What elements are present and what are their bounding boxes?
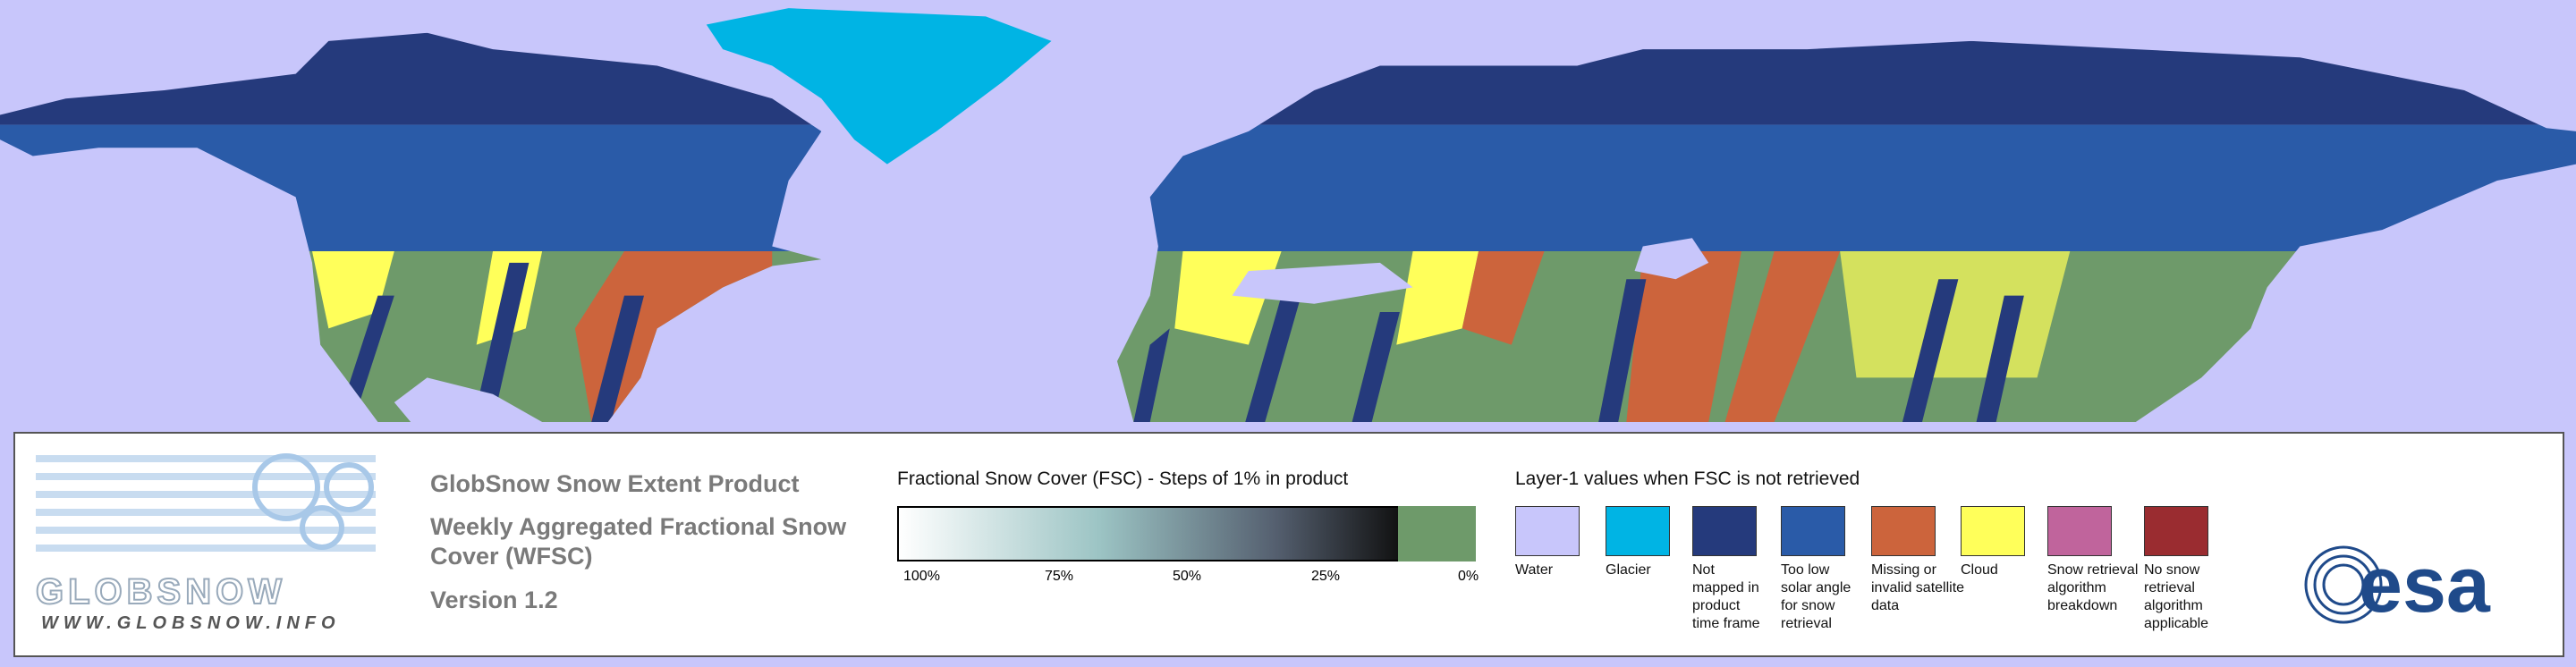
colorbar-tick-label: 50%: [1173, 569, 1202, 584]
legend-label: data: [1871, 598, 1900, 613]
legend-label: Water: [1515, 562, 1554, 578]
legend-label: algorithm: [2047, 580, 2106, 595]
legend-label: time frame: [1692, 616, 1760, 631]
legend-label: breakdown: [2047, 598, 2118, 613]
subtitle-line: Cover (WFSC): [430, 543, 593, 570]
logo-name: GLOBSNOW: [35, 571, 286, 612]
legend-swatch: [1871, 506, 1936, 556]
colorbar-zero: [1398, 506, 1476, 561]
legend-label: Glacier: [1606, 562, 1651, 578]
title: GlobSnow Snow Extent Product: [430, 470, 800, 497]
legend-label: algorithm: [2144, 598, 2203, 613]
legend-label: invalid satellite: [1871, 580, 1965, 595]
colorbar-tick-label: 0%: [1458, 569, 1479, 584]
version: Version 1.2: [430, 587, 558, 613]
legend-swatch: [1781, 506, 1845, 556]
logo-stripes: [36, 453, 376, 552]
map: [0, 8, 2576, 422]
legend-label: Cloud: [1961, 562, 1998, 578]
logo-url: WWW.GLOBSNOW.INFO: [41, 613, 341, 633]
legend-swatch: [2047, 506, 2112, 556]
subtitle-line: Weekly Aggregated Fractional Snow: [430, 513, 847, 540]
legend-label: retrieval: [2144, 580, 2195, 595]
legend-swatch: [2144, 506, 2208, 556]
colorbar-gradient: [897, 506, 1400, 561]
legend-label: Missing or: [1871, 562, 1936, 578]
legend-label: Snow retrieval: [2047, 562, 2139, 578]
legend-label: solar angle: [1781, 580, 1852, 595]
legend-swatch: [1606, 506, 1670, 556]
colorbar-tick-label: 75%: [1045, 569, 1074, 584]
legend-swatch: [1961, 506, 2025, 556]
legend-label: mapped in: [1692, 580, 1759, 595]
legend-label: Too low: [1781, 562, 1830, 578]
layer1-title: Layer-1 values when FSC is not retrieved: [1515, 469, 1860, 489]
legend-label: Not: [1692, 562, 1715, 578]
esa-text: esa: [2359, 542, 2491, 627]
legend-label: No snow: [2144, 562, 2200, 578]
legend-label: for snow: [1781, 598, 1835, 613]
colorbar-tick-label: 25%: [1311, 569, 1341, 584]
legend-label: retrieval: [1781, 616, 1832, 631]
legend-label: product: [1692, 598, 1741, 613]
colorbar-title: Fractional Snow Cover (FSC) - Steps of 1…: [897, 469, 1349, 489]
legend-label: applicable: [2144, 616, 2209, 631]
colorbar-tick-label: 100%: [903, 569, 940, 584]
legend-swatch: [1515, 506, 1580, 556]
esa-logo: esa: [2304, 542, 2491, 627]
legend-swatch: [1692, 506, 1757, 556]
